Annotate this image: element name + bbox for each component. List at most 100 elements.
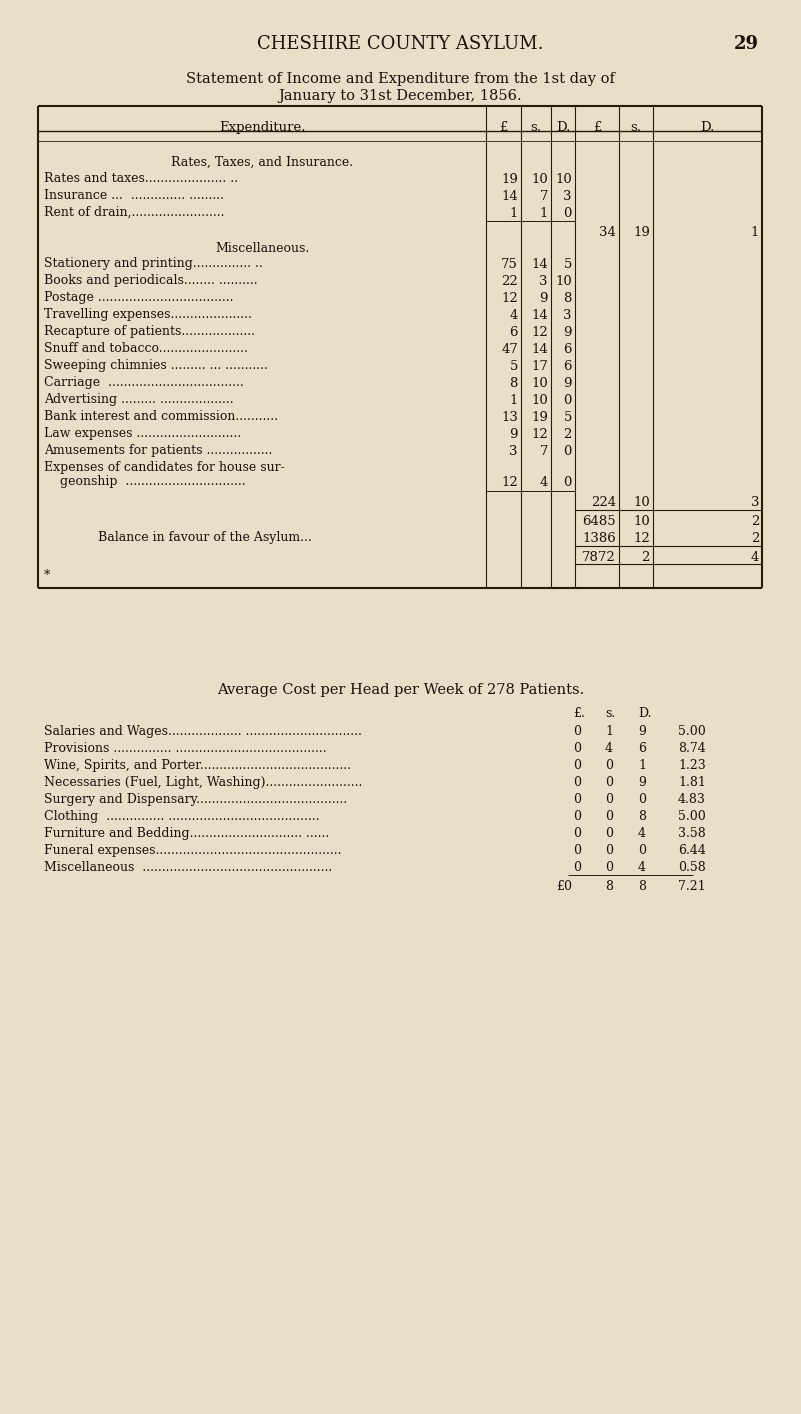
Text: 14: 14: [531, 344, 548, 356]
Text: 3: 3: [563, 189, 572, 204]
Text: 3.58: 3.58: [678, 827, 706, 840]
Text: 4: 4: [638, 827, 646, 840]
Text: 47: 47: [501, 344, 518, 356]
Text: Provisions ............... .......................................: Provisions ............... .............…: [44, 742, 327, 755]
Text: Recapture of patients...................: Recapture of patients...................: [44, 325, 255, 338]
Text: 8: 8: [509, 378, 518, 390]
Text: 5.00: 5.00: [678, 725, 706, 738]
Text: Travelling expenses.....................: Travelling expenses.....................: [44, 308, 252, 321]
Text: D.: D.: [638, 707, 651, 720]
Text: 8: 8: [638, 810, 646, 823]
Text: 4.83: 4.83: [678, 793, 706, 806]
Text: D.: D.: [700, 122, 714, 134]
Text: 0: 0: [638, 793, 646, 806]
Text: 0: 0: [605, 793, 613, 806]
Text: Expenditure.: Expenditure.: [219, 122, 305, 134]
Text: 14: 14: [531, 310, 548, 322]
Text: CHESHIRE COUNTY ASYLUM.: CHESHIRE COUNTY ASYLUM.: [257, 35, 544, 52]
Text: 12: 12: [531, 428, 548, 441]
Text: 10: 10: [634, 515, 650, 527]
Text: £: £: [499, 122, 508, 134]
Text: Clothing  ............... .......................................: Clothing ............... ...............…: [44, 810, 320, 823]
Text: 12: 12: [634, 532, 650, 544]
Text: 9: 9: [509, 428, 518, 441]
Text: 1: 1: [509, 395, 518, 407]
Text: 9: 9: [563, 327, 572, 339]
Text: 3: 3: [563, 310, 572, 322]
Text: 14: 14: [531, 257, 548, 271]
Text: 0: 0: [564, 445, 572, 458]
Text: 0: 0: [605, 844, 613, 857]
Text: Carriage  ...................................: Carriage ...............................…: [44, 376, 244, 389]
Text: 17: 17: [531, 361, 548, 373]
Text: Rates and taxes..................... ..: Rates and taxes..................... ..: [44, 173, 238, 185]
Text: Stationery and printing............... ..: Stationery and printing............... .…: [44, 257, 263, 270]
Text: Funeral expenses................................................: Funeral expenses........................…: [44, 844, 341, 857]
Text: Law expenses ...........................: Law expenses ...........................: [44, 427, 241, 440]
Text: 19: 19: [501, 173, 518, 187]
Text: 4: 4: [540, 477, 548, 489]
Text: Miscellaneous  .................................................: Miscellaneous ..........................…: [44, 861, 332, 874]
Text: 1.81: 1.81: [678, 776, 706, 789]
Text: 3: 3: [540, 274, 548, 288]
Text: 7.21: 7.21: [678, 880, 706, 894]
Text: Bank interest and commission...........: Bank interest and commission...........: [44, 410, 278, 423]
Text: 2: 2: [751, 532, 759, 544]
Text: 3: 3: [751, 496, 759, 509]
Text: 8: 8: [638, 880, 646, 894]
Text: 8: 8: [605, 880, 613, 894]
Text: 6: 6: [563, 361, 572, 373]
Text: s.: s.: [605, 707, 615, 720]
Text: 224: 224: [591, 496, 616, 509]
Text: 6.44: 6.44: [678, 844, 706, 857]
Text: 4: 4: [751, 551, 759, 564]
Text: D.: D.: [556, 122, 570, 134]
Text: 9: 9: [638, 776, 646, 789]
Text: 29: 29: [734, 35, 759, 52]
Text: Miscellaneous.: Miscellaneous.: [215, 242, 309, 255]
Text: *: *: [44, 568, 50, 583]
Text: 0: 0: [605, 810, 613, 823]
Text: s.: s.: [630, 122, 642, 134]
Text: 0: 0: [564, 206, 572, 221]
Text: Expenses of candidates for house sur-: Expenses of candidates for house sur-: [44, 461, 284, 474]
Text: 13: 13: [501, 411, 518, 424]
Text: 1: 1: [638, 759, 646, 772]
Text: 0: 0: [573, 844, 581, 857]
Text: Wine, Spirits, and Porter.......................................: Wine, Spirits, and Porter...............…: [44, 759, 351, 772]
Text: 0: 0: [605, 759, 613, 772]
Text: Necessaries (Fuel, Light, Washing).........................: Necessaries (Fuel, Light, Washing)......…: [44, 776, 362, 789]
Text: 10: 10: [531, 173, 548, 187]
Text: January to 31st December, 1856.: January to 31st December, 1856.: [279, 89, 522, 103]
Text: 1: 1: [509, 206, 518, 221]
Text: 0: 0: [564, 477, 572, 489]
Text: 6: 6: [563, 344, 572, 356]
Text: 0: 0: [573, 793, 581, 806]
Text: 0.58: 0.58: [678, 861, 706, 874]
Text: 8.74: 8.74: [678, 742, 706, 755]
Text: 10: 10: [634, 496, 650, 509]
Text: 0: 0: [573, 776, 581, 789]
Text: 1.23: 1.23: [678, 759, 706, 772]
Text: Furniture and Bedding............................. ......: Furniture and Bedding...................…: [44, 827, 329, 840]
Text: 6: 6: [638, 742, 646, 755]
Text: 0: 0: [573, 759, 581, 772]
Text: 12: 12: [531, 327, 548, 339]
Text: 6485: 6485: [582, 515, 616, 527]
Text: Postage ...................................: Postage ................................…: [44, 291, 234, 304]
Text: 34: 34: [599, 226, 616, 239]
Text: Snuff and tobacco.......................: Snuff and tobacco.......................: [44, 342, 248, 355]
Text: 4: 4: [605, 742, 613, 755]
Text: 10: 10: [555, 274, 572, 288]
Text: £0: £0: [556, 880, 572, 894]
Text: 19: 19: [531, 411, 548, 424]
Text: 0: 0: [605, 776, 613, 789]
Text: £.: £.: [573, 707, 585, 720]
Text: 5: 5: [509, 361, 518, 373]
Text: 1: 1: [605, 725, 613, 738]
Text: 0: 0: [573, 861, 581, 874]
Text: Surgery and Dispensary.......................................: Surgery and Dispensary..................…: [44, 793, 348, 806]
Text: 12: 12: [501, 293, 518, 305]
Text: 7: 7: [540, 445, 548, 458]
Text: 1: 1: [751, 226, 759, 239]
